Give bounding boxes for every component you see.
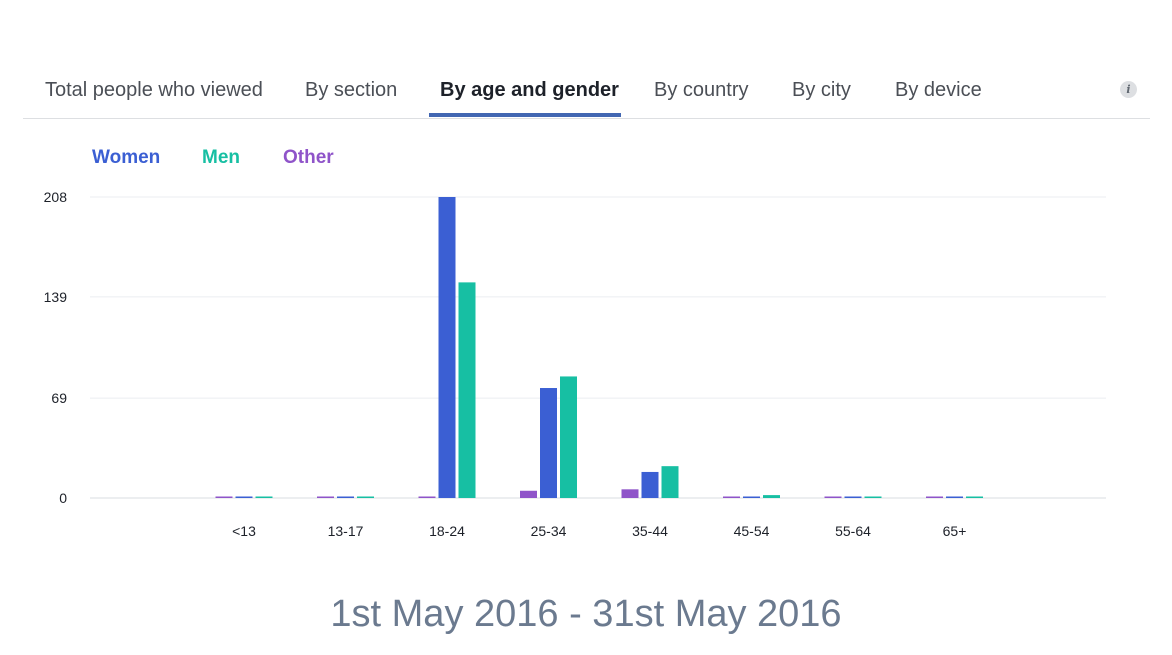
tab-by-age-and-gender[interactable]: By age and gender	[440, 79, 619, 101]
y-tick-label: 0	[59, 490, 67, 506]
x-tick-label: 25-34	[531, 523, 567, 539]
info-icon[interactable]: i	[1120, 81, 1137, 98]
tab-by-section[interactable]: By section	[305, 79, 398, 101]
bar-women	[540, 388, 557, 498]
bar-men	[255, 496, 273, 498]
x-tick-label: 13-17	[328, 523, 364, 539]
bar-other	[723, 496, 740, 498]
bar-women	[743, 496, 760, 498]
x-tick-label: 55-64	[835, 523, 871, 539]
bar-women	[438, 197, 456, 498]
y-tick-label: 208	[44, 189, 68, 205]
legend-other[interactable]: Other	[283, 147, 334, 168]
bar-other	[317, 496, 334, 498]
tab-by-device[interactable]: By device	[895, 79, 982, 101]
bar-men	[966, 496, 983, 498]
bar-women	[844, 496, 862, 498]
active-tab-indicator	[429, 113, 621, 117]
bar-men	[357, 496, 374, 498]
bar-other	[215, 496, 233, 498]
bar-men	[763, 495, 780, 498]
x-tick-label: 35-44	[632, 523, 668, 539]
x-tick-label: 18-24	[429, 523, 465, 539]
x-tick-label: 45-54	[734, 523, 770, 539]
bar-other	[621, 489, 639, 498]
tab-bar: Total people who viewed By section By ag…	[23, 62, 1150, 119]
tab-total-people[interactable]: Total people who viewed	[45, 79, 263, 101]
bar-other	[520, 490, 537, 498]
x-tick-label: 65+	[943, 523, 967, 539]
bar-men	[661, 466, 679, 498]
bar-women	[337, 496, 354, 498]
bar-women	[641, 471, 659, 498]
date-range: 1st May 2016 - 31st May 2016	[330, 593, 842, 635]
bar-other	[418, 496, 436, 498]
bar-other	[926, 496, 943, 498]
legend-men[interactable]: Men	[202, 147, 240, 168]
tab-by-country[interactable]: By country	[654, 79, 749, 101]
bar-women	[235, 496, 253, 498]
tab-by-city[interactable]: By city	[792, 79, 851, 101]
bar-men	[458, 282, 476, 498]
bar-men	[864, 496, 882, 498]
bar-men	[560, 376, 577, 498]
y-tick-label: 139	[44, 289, 68, 305]
bar-other	[824, 496, 842, 498]
bar-women	[946, 496, 963, 498]
x-tick-label: <13	[232, 523, 256, 539]
legend-women[interactable]: Women	[92, 147, 161, 168]
y-tick-label: 69	[51, 390, 67, 406]
